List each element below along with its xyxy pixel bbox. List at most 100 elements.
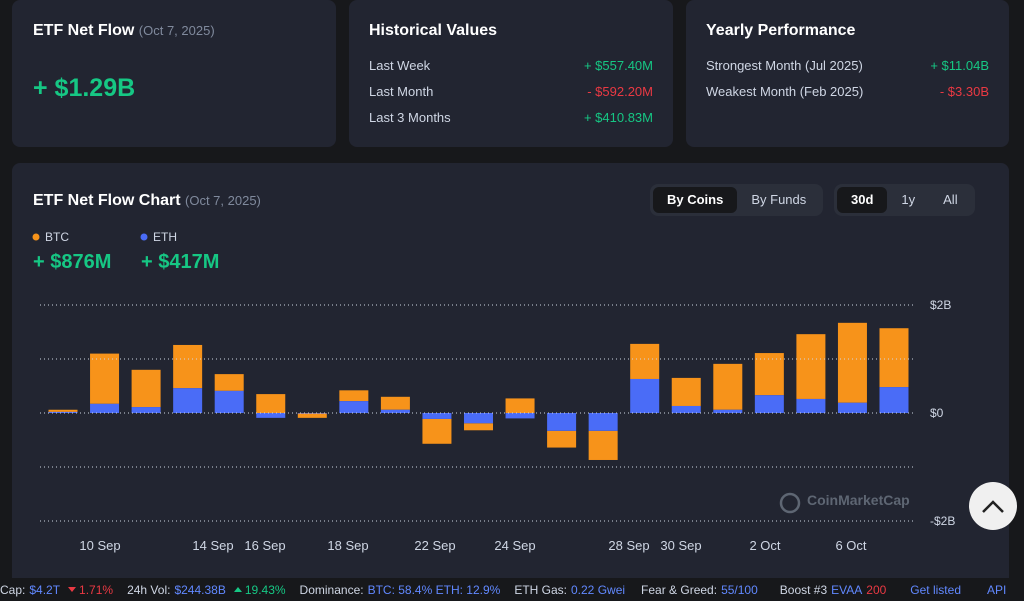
bar-segment (796, 334, 826, 399)
label: Boost #3 (779, 582, 828, 597)
bar-segment (297, 413, 327, 418)
bar-segment (422, 418, 452, 444)
up-arrow-icon (982, 500, 1004, 513)
label: Fear & Greed: (641, 582, 718, 597)
bar-segment (879, 387, 909, 413)
bar-segment (380, 396, 410, 410)
bar-segment (339, 401, 369, 413)
x-tick-label: 10 Sep (79, 538, 120, 553)
label: ETH Gas: (514, 582, 567, 597)
card-title: Yearly Performance (706, 22, 856, 39)
yearly-card: Yearly Performance Strongest Month (Jul … (686, 0, 1009, 147)
bar-segment (588, 430, 618, 460)
row-label: Last Month (369, 84, 434, 99)
row-label: Weakest Month (Feb 2025) (706, 84, 864, 99)
row-value: + $11.04B (930, 58, 989, 73)
row-label: Last 3 Months (369, 110, 451, 125)
row-label: Strongest Month (Jul 2025) (706, 58, 863, 73)
bar-segment (173, 388, 203, 413)
bar-segment (713, 409, 743, 413)
y-tick-label: -$2B (930, 514, 955, 528)
value: $4.2T (29, 582, 61, 597)
view-tabs: By Coins By Funds (650, 184, 824, 216)
bar-segment (90, 353, 120, 404)
legend-total: + $876M (33, 251, 111, 273)
y-tick-label: $2B (930, 298, 951, 312)
label: 24h Vol: (127, 582, 171, 597)
bar-segment (214, 390, 244, 413)
y-tick-label: $0 (930, 406, 944, 420)
link[interactable]: API (987, 582, 1007, 597)
bar-segment (214, 374, 244, 391)
tab[interactable]: By Funds (751, 192, 807, 207)
x-tick-label: 16 Sep (244, 538, 285, 553)
bar-segment (464, 413, 493, 424)
row-value: + $410.83M (583, 110, 653, 125)
tab[interactable]: 30d (837, 187, 888, 213)
legend-label: ETH (153, 230, 177, 244)
x-tick-label: 30 Sep (660, 538, 701, 553)
tab[interactable]: 1y (901, 192, 916, 207)
tab[interactable]: By Coins (653, 187, 738, 213)
ticker-bar: Cap: $4.2T 1.71% 24h Vol: $244.38B 19.43% Do… (0, 578, 1024, 601)
summary-card: ETF Net Flow (Oct 7, 2025) + $1.29B (12, 0, 336, 147)
bar-segment (131, 407, 161, 413)
card-title: Historical Values (369, 22, 498, 39)
value: 200 (866, 582, 887, 597)
x-tick-label: 28 Sep (608, 538, 649, 553)
watermark: CoinMarketCap (807, 492, 910, 508)
date: (Oct 7, 2025) (138, 23, 215, 38)
bar-segment (547, 430, 577, 448)
legend-total: + $417M (141, 251, 219, 273)
row-value: - $592.20M (587, 84, 653, 99)
bar-segment (671, 405, 701, 413)
chart-title: ETF Net Flow Chart (33, 192, 181, 209)
tab[interactable]: All (943, 192, 958, 207)
row-value: - $3.30B (939, 84, 989, 99)
bar-segment (630, 343, 660, 379)
legend-label: BTC (45, 230, 69, 244)
row-label: Last Week (369, 58, 431, 73)
bar-segment (630, 378, 660, 413)
bar-segment (131, 369, 161, 408)
bar-segment (90, 403, 120, 413)
change: 1.71% (79, 582, 114, 597)
bar-segment (256, 394, 286, 413)
bar-segment (796, 398, 826, 413)
bar-segment (464, 423, 493, 431)
net-flow-value: + $1.29B (33, 74, 136, 102)
scroll-top-button[interactable] (969, 482, 1017, 530)
label: Cap: (0, 582, 26, 597)
legend-dot (32, 233, 40, 241)
title: ETF Net Flow (33, 22, 135, 39)
bar-segment (671, 377, 701, 406)
bar-segment (339, 390, 369, 402)
down-icon (68, 586, 77, 592)
bar-segment (588, 413, 618, 431)
bar-segment (505, 398, 535, 413)
range-tabs: 30d 1y All (834, 184, 975, 216)
x-tick-label: 18 Sep (327, 538, 368, 553)
bar-segment (547, 413, 577, 431)
value: BTC: 58.4% ETH: 12.9% (367, 582, 501, 597)
coin[interactable]: EVAA (831, 582, 863, 597)
bar-segment (837, 402, 867, 413)
x-tick-label: 24 Sep (494, 538, 535, 553)
x-tick-label: 22 Sep (414, 538, 455, 553)
link[interactable]: Get listed (910, 582, 961, 597)
bar-segment (48, 411, 78, 413)
bar-segment (422, 413, 452, 419)
chart: 6 Oct 2 Oct 30 Sep 28 Sep 24 Sep 22 Sep 18 Sep… (32, 230, 1017, 553)
x-tick-label: 2 Oct (749, 538, 780, 553)
card-title: ETF Net Flow (Oct 7, 2025) (33, 22, 215, 40)
bar-segment (837, 322, 867, 403)
x-tick-label: 14 Sep (192, 538, 233, 553)
chart-heading: ETF Net Flow Chart (Oct 7, 2025) (33, 192, 261, 210)
legend-dot (140, 233, 148, 241)
change: 19.43% (244, 582, 286, 597)
bar-segment (256, 413, 286, 418)
bar-segment (380, 409, 410, 413)
label: Dominance: (299, 582, 364, 597)
value: 55/100 (721, 582, 758, 597)
value: 0.22 Gwei (571, 582, 626, 597)
